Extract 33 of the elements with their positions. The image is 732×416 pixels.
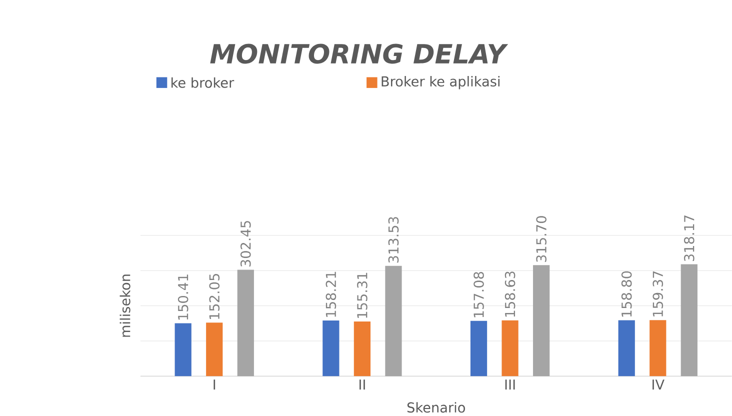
data-label: 155.31 — [357, 272, 368, 318]
x-tick-label: I — [214, 380, 216, 390]
data-label: 313.53 — [388, 217, 399, 263]
bar — [385, 266, 402, 376]
bar — [206, 322, 223, 376]
data-label: 152.05 — [209, 274, 220, 320]
chart-title: MONITORING DELAY — [210, 44, 508, 64]
x-tick-label: III — [505, 380, 515, 390]
bar — [533, 265, 550, 376]
data-label: 318.17 — [684, 216, 694, 262]
data-label: 315.70 — [536, 216, 546, 262]
bar — [237, 270, 254, 376]
legend-label: Broker ke aplikasi — [382, 76, 500, 90]
bar — [618, 320, 635, 376]
bar — [174, 323, 192, 376]
bar — [680, 264, 698, 376]
bar — [502, 320, 518, 376]
data-label: 157.08 — [474, 272, 484, 318]
bar — [470, 320, 488, 376]
x-tick-label: II — [360, 380, 365, 390]
x-axis-title: Skenario — [407, 402, 465, 413]
bar — [650, 320, 666, 376]
bar — [322, 320, 340, 376]
data-label: 158.21 — [326, 272, 336, 317]
bar — [354, 322, 371, 376]
x-tick-label: IV — [652, 380, 664, 390]
data-label: 150.41 — [178, 274, 188, 320]
data-label: 158.63 — [504, 272, 516, 317]
data-label: 158.80 — [621, 271, 632, 317]
data-label: 159.37 — [652, 271, 664, 316]
legend-label: ke broker — [172, 77, 234, 88]
data-label: 302.45 — [240, 221, 251, 267]
y-axis-title: milisekon — [120, 274, 130, 337]
